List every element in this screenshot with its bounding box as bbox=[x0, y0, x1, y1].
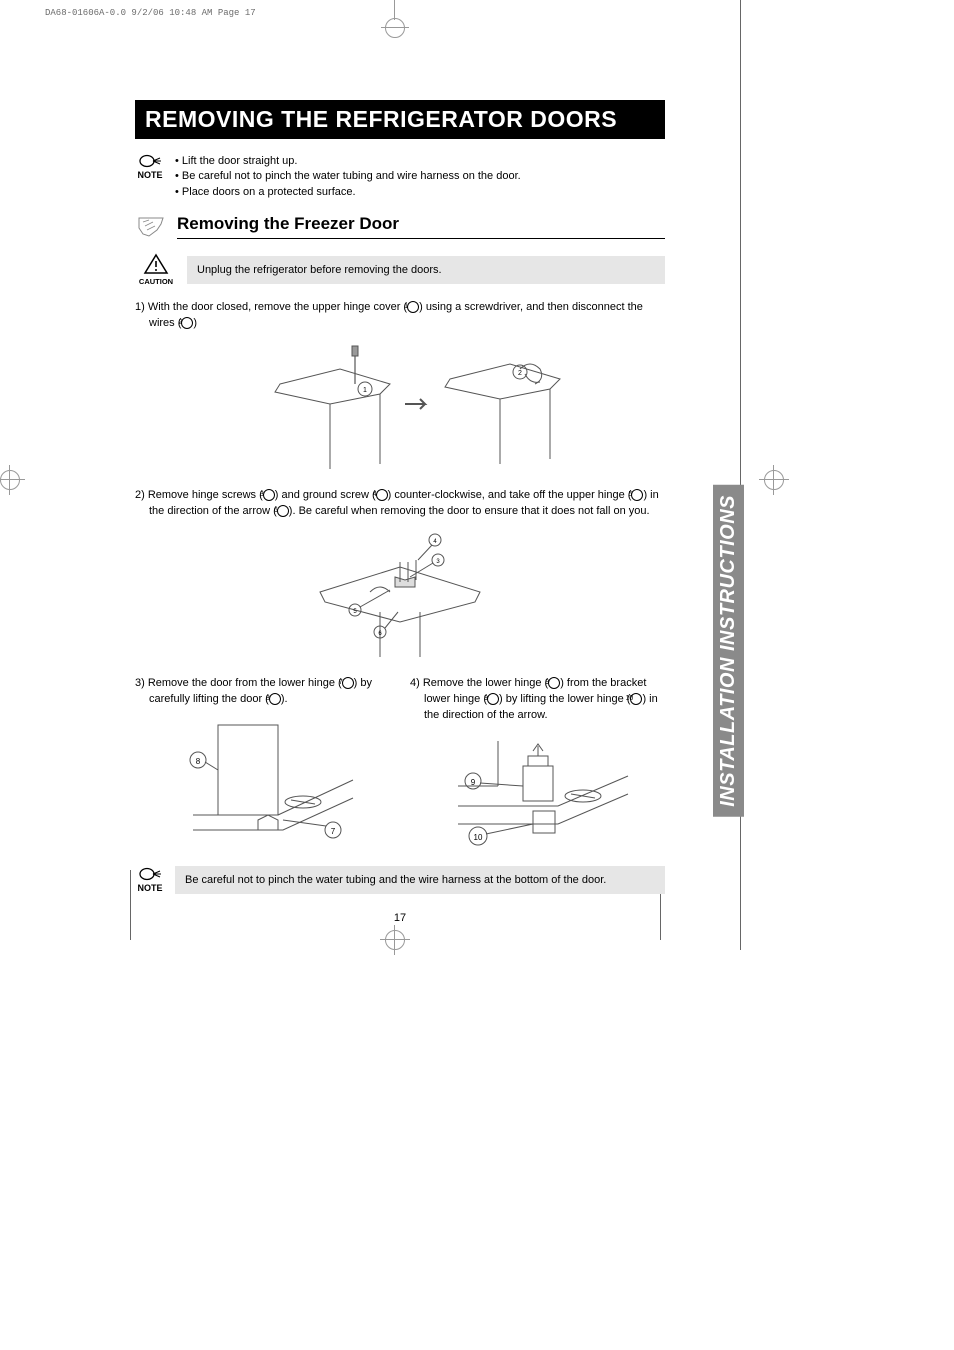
step-3: 3) Remove the door from the lower hinge … bbox=[135, 676, 390, 708]
note-bullet: • Be careful not to pinch the water tubi… bbox=[175, 169, 665, 184]
svg-text:7: 7 bbox=[330, 827, 335, 836]
page-title: REMOVING THE REFRIGERATOR DOORS bbox=[135, 100, 665, 139]
note-bullet: • Lift the door straight up. bbox=[175, 154, 665, 169]
step-4: 4) Remove the lower hinge (9) from the b… bbox=[410, 676, 665, 724]
note-bullet: • Place doors on a protected surface. bbox=[175, 185, 665, 200]
side-tab: INSTALLATION INSTRUCTIONS bbox=[713, 485, 744, 817]
caution-text: Unplug the refrigerator before removing … bbox=[187, 256, 665, 284]
trim-line-left-bottom bbox=[130, 870, 131, 940]
note-icon: NOTE bbox=[135, 154, 165, 180]
diagram-1: 1 2 bbox=[135, 344, 665, 474]
note-icon: NOTE bbox=[135, 867, 165, 893]
svg-text:3: 3 bbox=[436, 559, 440, 565]
svg-text:4: 4 bbox=[433, 539, 437, 545]
caution-row: CAUTION Unplug the refrigerator before r… bbox=[135, 253, 665, 286]
svg-text:8: 8 bbox=[195, 757, 200, 766]
print-header: DA68-01606A-0.0 9/2/06 10:48 AM Page 17 bbox=[45, 8, 256, 18]
step-1: 1) With the door closed, remove the uppe… bbox=[135, 300, 665, 332]
svg-text:1: 1 bbox=[363, 387, 367, 394]
svg-text:9: 9 bbox=[470, 778, 475, 787]
diagram-2: 4 3 5 6 bbox=[135, 532, 665, 662]
crop-mark-left bbox=[0, 470, 20, 490]
caution-label: CAUTION bbox=[135, 277, 177, 286]
section-title-box: Removing the Freezer Door bbox=[177, 214, 665, 239]
svg-text:2: 2 bbox=[518, 370, 522, 377]
diagram-4: 9 10 bbox=[410, 736, 665, 856]
hand-icon bbox=[135, 214, 167, 247]
svg-text:10: 10 bbox=[473, 833, 482, 842]
caution-icon: CAUTION bbox=[135, 253, 177, 286]
section-header-row: Removing the Freezer Door bbox=[135, 214, 665, 247]
crop-mark-top bbox=[385, 0, 405, 30]
steps-3-4-row: 3) Remove the door from the lower hinge … bbox=[135, 676, 665, 856]
crop-mark-bottom bbox=[385, 930, 405, 950]
content-area: REMOVING THE REFRIGERATOR DOORS NOTE • L… bbox=[135, 100, 665, 924]
step-2: 2) Remove hinge screws (3) and ground sc… bbox=[135, 488, 665, 520]
page-number: 17 bbox=[135, 912, 665, 924]
col-step-4: 4) Remove the lower hinge (9) from the b… bbox=[410, 676, 665, 856]
note-label: NOTE bbox=[137, 883, 162, 893]
crop-mark-right bbox=[764, 470, 784, 490]
page: DA68-01606A-0.0 9/2/06 10:48 AM Page 17 … bbox=[0, 0, 954, 1350]
note-block-2: NOTE Be careful not to pinch the water t… bbox=[135, 866, 665, 894]
svg-text:6: 6 bbox=[378, 631, 382, 637]
note-label: NOTE bbox=[137, 170, 162, 180]
col-step-3: 3) Remove the door from the lower hinge … bbox=[135, 676, 390, 856]
note-text-2: Be careful not to pinch the water tubing… bbox=[175, 866, 665, 894]
section-title: Removing the Freezer Door bbox=[177, 214, 665, 234]
svg-text:5: 5 bbox=[353, 609, 357, 615]
note-text: • Lift the door straight up. • Be carefu… bbox=[175, 154, 665, 200]
diagram-3: 8 7 bbox=[135, 720, 390, 850]
note-block-1: NOTE • Lift the door straight up. • Be c… bbox=[135, 154, 665, 200]
